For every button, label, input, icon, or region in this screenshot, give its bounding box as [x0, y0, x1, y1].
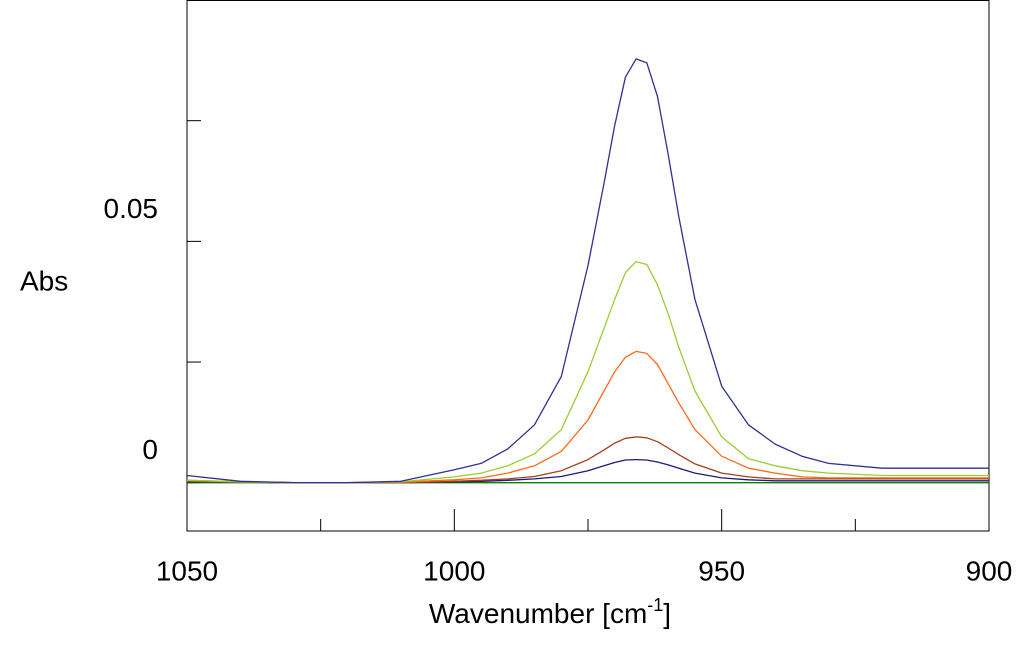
- series-line: [186, 58, 989, 484]
- x-tick-label: 1050: [156, 555, 218, 586]
- series-line: [186, 350, 989, 484]
- series-line: [186, 260, 989, 484]
- y-tick-label: 0: [142, 434, 158, 465]
- x-tick-label: 900: [966, 555, 1013, 586]
- x-tick-label: 1000: [423, 555, 485, 586]
- x-axis-label-end: ]: [663, 598, 671, 629]
- x-axis-label: Wavenumber [cm-1]: [429, 595, 671, 630]
- x-axis-label-main: Wavenumber [cm: [429, 598, 647, 629]
- y-tick-label: 0.05: [104, 193, 159, 224]
- x-tick-label: 950: [698, 555, 745, 586]
- series-line: [186, 436, 989, 484]
- x-axis-label-sup: -1: [647, 595, 663, 615]
- y-axis-label: Abs: [20, 265, 68, 296]
